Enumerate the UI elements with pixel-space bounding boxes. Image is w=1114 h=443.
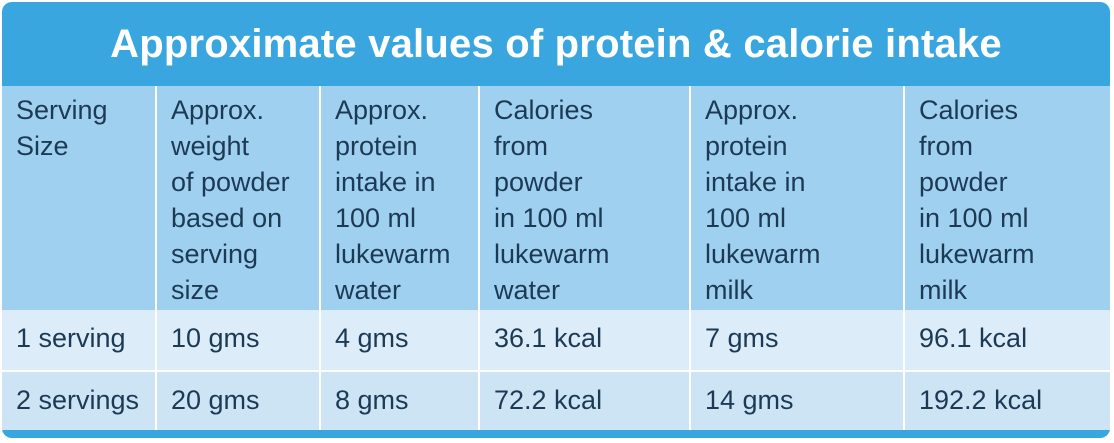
header-text-line: milk bbox=[705, 275, 753, 305]
header-text-line: in 100 ml bbox=[494, 203, 604, 233]
header-text-line: of powder bbox=[171, 167, 290, 197]
bottom-accent-strip bbox=[2, 430, 1110, 438]
table-cell: 20 gms bbox=[155, 371, 320, 432]
header-powder-weight: Approx. weight of powder based on servin… bbox=[155, 86, 320, 310]
table-body: 1 serving 10 gms 4 gms 36.1 kcal 7 gms 9… bbox=[2, 310, 1110, 432]
header-text-line: intake in bbox=[335, 167, 436, 197]
header-protein-water: Approx. protein intake in 100 ml lukewar… bbox=[319, 86, 479, 310]
header-protein-milk: Approx. protein intake in 100 ml lukewar… bbox=[689, 86, 904, 310]
nutrition-table: Serving Size Approx. weight of powder ba… bbox=[2, 86, 1110, 432]
header-text-line: Size bbox=[16, 131, 69, 161]
header-text-line: water bbox=[335, 275, 402, 305]
table-cell: 7 gms bbox=[689, 310, 904, 372]
nutrition-table-panel: Approximate values of protein & calorie … bbox=[2, 2, 1110, 438]
header-calories-water: Calories from powder in 100 ml lukewarm … bbox=[478, 86, 690, 310]
header-text-line: protein bbox=[705, 131, 788, 161]
header-text-line: powder bbox=[919, 167, 1008, 197]
header-text-line: weight bbox=[171, 131, 250, 161]
header-text-line: lukewarm bbox=[335, 239, 451, 269]
table-title: Approximate values of protein & calorie … bbox=[110, 21, 1002, 66]
table-header: Serving Size Approx. weight of powder ba… bbox=[2, 86, 1110, 310]
header-text-line: milk bbox=[919, 275, 967, 305]
header-text-line: water bbox=[494, 275, 561, 305]
table-cell: 1 serving bbox=[2, 310, 156, 372]
header-text-line: based on bbox=[171, 203, 283, 233]
header-text-line: Approx. bbox=[705, 95, 799, 125]
header-text-line: 100 ml bbox=[705, 203, 787, 233]
header-text-line: powder bbox=[494, 167, 583, 197]
table-cell: 36.1 kcal bbox=[478, 310, 690, 372]
header-text-line: protein bbox=[335, 131, 418, 161]
table-cell: 192.2 kcal bbox=[903, 371, 1110, 432]
header-text-line: in 100 ml bbox=[919, 203, 1029, 233]
title-bar: Approximate values of protein & calorie … bbox=[2, 2, 1110, 86]
header-text-line: serving bbox=[171, 239, 259, 269]
table-cell: 10 gms bbox=[155, 310, 320, 372]
header-calories-milk: Calories from powder in 100 ml lukewarm … bbox=[903, 86, 1110, 310]
header-text-line: 100 ml bbox=[335, 203, 417, 233]
table-cell: 72.2 kcal bbox=[478, 371, 690, 432]
header-text-line: lukewarm bbox=[919, 239, 1035, 269]
header-text-line: intake in bbox=[705, 167, 806, 197]
header-text-line: Serving bbox=[16, 95, 108, 125]
header-text-line: size bbox=[171, 275, 220, 305]
table-cell: 2 servings bbox=[2, 371, 156, 432]
header-text-line: Approx. bbox=[335, 95, 429, 125]
header-text-line: from bbox=[494, 131, 548, 161]
table-cell: 4 gms bbox=[319, 310, 479, 372]
header-text-line: from bbox=[919, 131, 973, 161]
table-row: 1 serving 10 gms 4 gms 36.1 kcal 7 gms 9… bbox=[2, 310, 1110, 372]
table-cell: 96.1 kcal bbox=[903, 310, 1110, 372]
header-text-line: lukewarm bbox=[705, 239, 821, 269]
table-row: 2 servings 20 gms 8 gms 72.2 kcal 14 gms… bbox=[2, 371, 1110, 432]
header-text-line: Calories bbox=[919, 95, 1019, 125]
header-row: Serving Size Approx. weight of powder ba… bbox=[2, 86, 1110, 310]
header-text-line: Approx. bbox=[171, 95, 265, 125]
table-cell: 14 gms bbox=[689, 371, 904, 432]
header-serving-size: Serving Size bbox=[2, 86, 156, 310]
header-text-line: Calories bbox=[494, 95, 594, 125]
header-text-line: lukewarm bbox=[494, 239, 610, 269]
table-cell: 8 gms bbox=[319, 371, 479, 432]
